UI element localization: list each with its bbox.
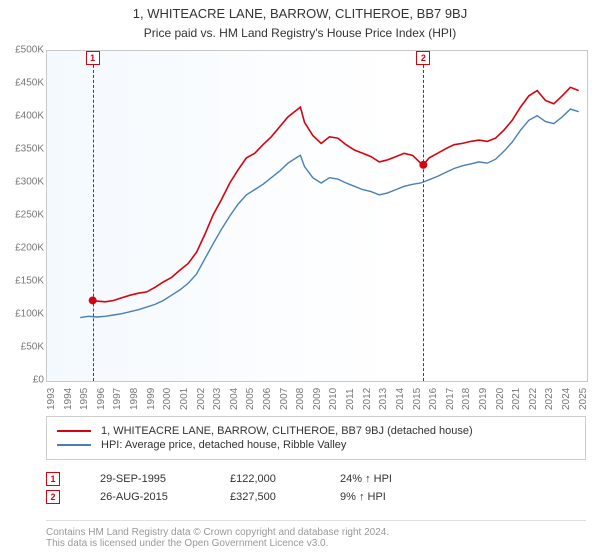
footer-attribution: Contains HM Land Registry data © Crown c… (46, 520, 586, 549)
y-tick-label: £300K (0, 177, 44, 188)
x-tick-label: 2012 (362, 388, 373, 410)
x-tick-label: 2014 (395, 388, 406, 410)
x-tick-label: 1996 (96, 388, 107, 410)
x-tick-label: 2004 (229, 388, 240, 410)
y-tick-label: £200K (0, 243, 44, 254)
x-tick-label: 2003 (212, 388, 223, 410)
x-tick-label: 2018 (461, 388, 472, 410)
chart-container: 1, WHITEACRE LANE, BARROW, CLITHEROE, BB… (0, 0, 600, 560)
x-tick-label: 2000 (162, 388, 173, 410)
x-tick-label: 1997 (112, 388, 123, 410)
event-row-badge: 2 (46, 490, 60, 504)
x-tick-label: 2011 (345, 388, 356, 410)
x-tick-label: 1994 (63, 388, 74, 410)
footer-line-2: This data is licensed under the Open Gov… (46, 538, 586, 549)
y-tick-label: £150K (0, 276, 44, 287)
x-tick-label: 2019 (478, 388, 489, 410)
series-hpi (80, 109, 579, 318)
plot-area: 12 (46, 50, 588, 382)
event-diff: 24% ↑ HPI (340, 473, 392, 485)
x-tick-label: 2015 (412, 388, 423, 410)
event-row: 2 26-AUG-2015 £327,500 9% ↑ HPI (46, 490, 586, 504)
footer-line-1: Contains HM Land Registry data © Crown c… (46, 527, 586, 538)
y-tick-label: £450K (0, 78, 44, 89)
chart-title: 1, WHITEACRE LANE, BARROW, CLITHEROE, BB… (0, 6, 600, 21)
x-tick-label: 2009 (312, 388, 323, 410)
x-tick-label: 2007 (279, 388, 290, 410)
legend-swatch (57, 444, 91, 446)
event-marker-line (93, 65, 94, 381)
x-tick-label: 2017 (445, 388, 456, 410)
x-tick-label: 2024 (561, 388, 572, 410)
x-tick-label: 2020 (495, 388, 506, 410)
event-row: 1 29-SEP-1995 £122,000 24% ↑ HPI (46, 472, 586, 486)
x-tick-label: 2002 (196, 388, 207, 410)
y-tick-label: £250K (0, 210, 44, 221)
chart-subtitle: Price paid vs. HM Land Registry's House … (0, 26, 600, 40)
x-tick-label: 2008 (295, 388, 306, 410)
y-tick-label: £350K (0, 144, 44, 155)
event-price: £122,000 (230, 473, 300, 485)
event-row-badge: 1 (46, 472, 60, 486)
y-tick-label: £50K (0, 342, 44, 353)
x-tick-label: 1995 (79, 388, 90, 410)
event-price: £327,500 (230, 491, 300, 503)
x-tick-label: 1998 (129, 388, 140, 410)
x-tick-label: 2023 (544, 388, 555, 410)
y-tick-label: £400K (0, 111, 44, 122)
legend-item: HPI: Average price, detached house, Ribb… (57, 439, 575, 451)
legend-label: 1, WHITEACRE LANE, BARROW, CLITHEROE, BB… (101, 425, 473, 437)
x-tick-label: 2006 (262, 388, 273, 410)
events-table: 1 29-SEP-1995 £122,000 24% ↑ HPI 2 26-AUG-201… (46, 468, 586, 508)
x-tick-label: 2022 (528, 388, 539, 410)
legend: 1, WHITEACRE LANE, BARROW, CLITHEROE, BB… (46, 416, 586, 460)
x-tick-label: 2001 (179, 388, 190, 410)
event-diff: 9% ↑ HPI (340, 491, 386, 503)
x-tick-label: 1999 (146, 388, 157, 410)
x-tick-label: 2025 (578, 388, 589, 410)
x-tick-label: 2005 (245, 388, 256, 410)
event-marker-badge: 2 (416, 51, 430, 65)
legend-item: 1, WHITEACRE LANE, BARROW, CLITHEROE, BB… (57, 425, 575, 437)
y-tick-label: £500K (0, 45, 44, 56)
x-tick-label: 1993 (46, 388, 57, 410)
x-tick-label: 2021 (511, 388, 522, 410)
event-marker-badge: 1 (86, 51, 100, 65)
x-tick-label: 2010 (328, 388, 339, 410)
x-tick-label: 2013 (378, 388, 389, 410)
y-tick-label: £100K (0, 309, 44, 320)
y-tick-label: £0 (0, 375, 44, 386)
x-tick-label: 2016 (428, 388, 439, 410)
event-date: 29-SEP-1995 (100, 473, 190, 485)
line-plot-svg (47, 51, 587, 381)
series-subject (93, 87, 579, 301)
legend-label: HPI: Average price, detached house, Ribb… (101, 439, 346, 451)
legend-swatch (57, 430, 91, 432)
event-date: 26-AUG-2015 (100, 491, 190, 503)
event-marker-line (423, 65, 424, 381)
